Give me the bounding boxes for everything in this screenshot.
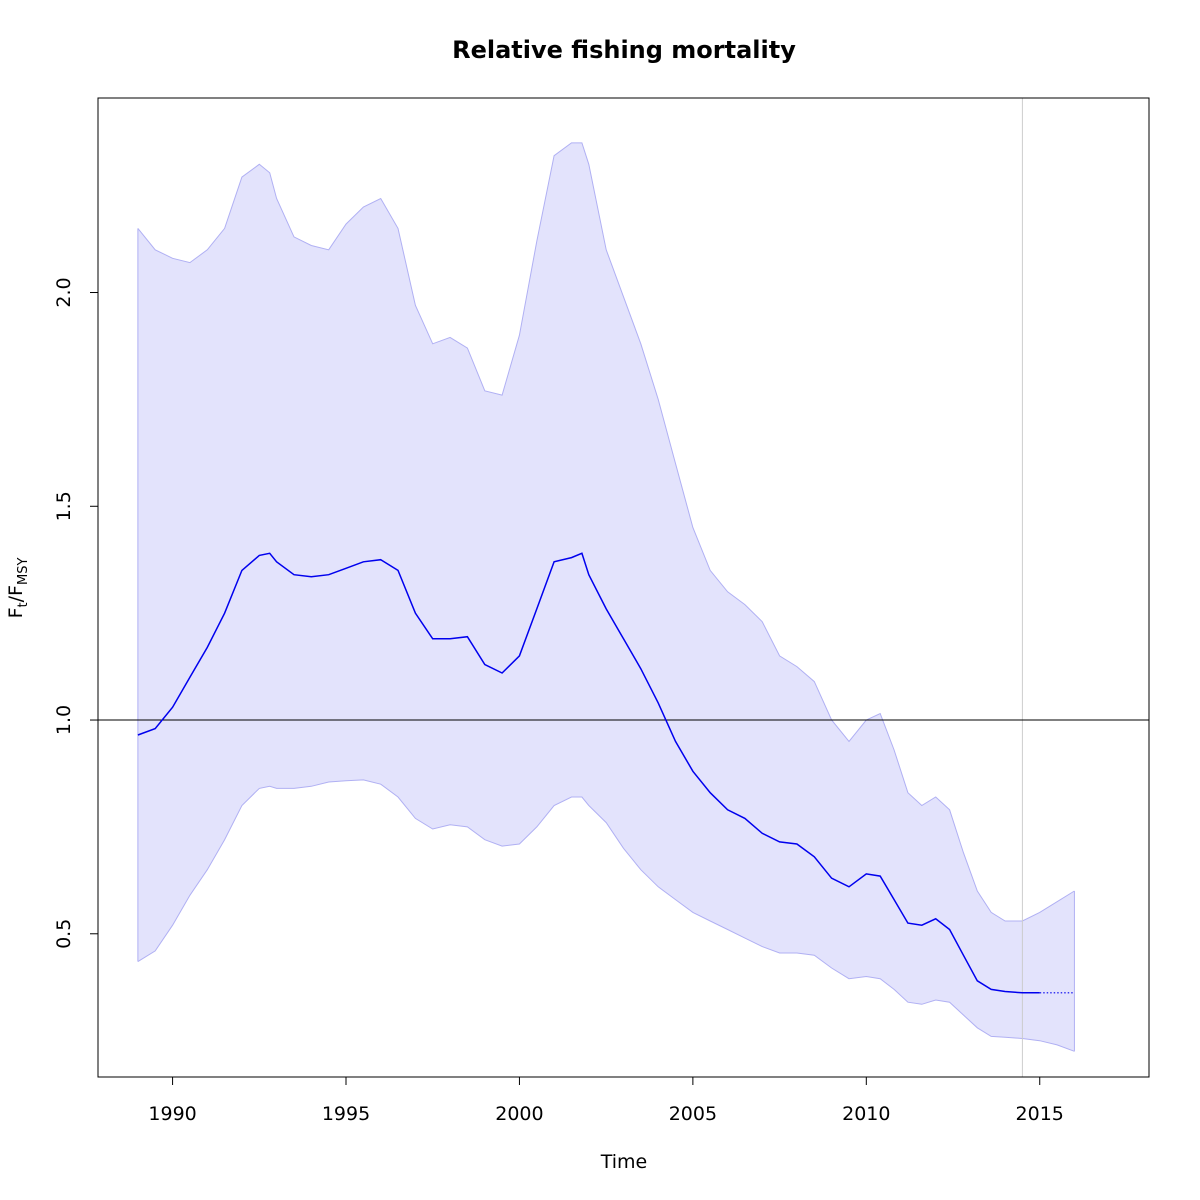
- y-axis: 0.5 1.0 1.5 2.0: [53, 277, 99, 949]
- y-tick-label-1.0: 1.0: [53, 705, 75, 735]
- svg-text:Ft/FMSY: Ft/FMSY: [5, 558, 31, 619]
- x-axis-label: Time: [600, 1151, 648, 1173]
- chart-title: Relative fishing mortality: [452, 36, 796, 64]
- x-tick-label-2005: 2005: [669, 1103, 717, 1125]
- x-axis: 1990 1995 2000 2005 2010 2015: [148, 1076, 1064, 1125]
- y-tick-label-0.5: 0.5: [53, 919, 75, 949]
- y-axis-label-sub1: t: [16, 602, 31, 607]
- y-tick-label-1.5: 1.5: [53, 491, 75, 521]
- plot-region: [98, 98, 1149, 1077]
- y-axis-label-main: F: [5, 607, 27, 618]
- lower-bound-line: [137, 779, 1075, 1052]
- x-tick-label-2010: 2010: [842, 1103, 890, 1125]
- y-axis-label: Ft/FMSY: [5, 558, 31, 619]
- estimate-line: [137, 552, 1040, 994]
- confidence-band: [137, 142, 1075, 1052]
- upper-bound-line: [137, 142, 1075, 922]
- x-tick-label-1995: 1995: [322, 1103, 370, 1125]
- y-axis-label-slash: /F: [5, 585, 27, 602]
- y-axis-label-sub2: MSY: [16, 558, 31, 585]
- x-tick-label-2000: 2000: [495, 1103, 543, 1125]
- x-tick-label-1990: 1990: [148, 1103, 196, 1125]
- y-tick-label-2.0: 2.0: [53, 277, 75, 307]
- x-tick-label-2015: 2015: [1016, 1103, 1064, 1125]
